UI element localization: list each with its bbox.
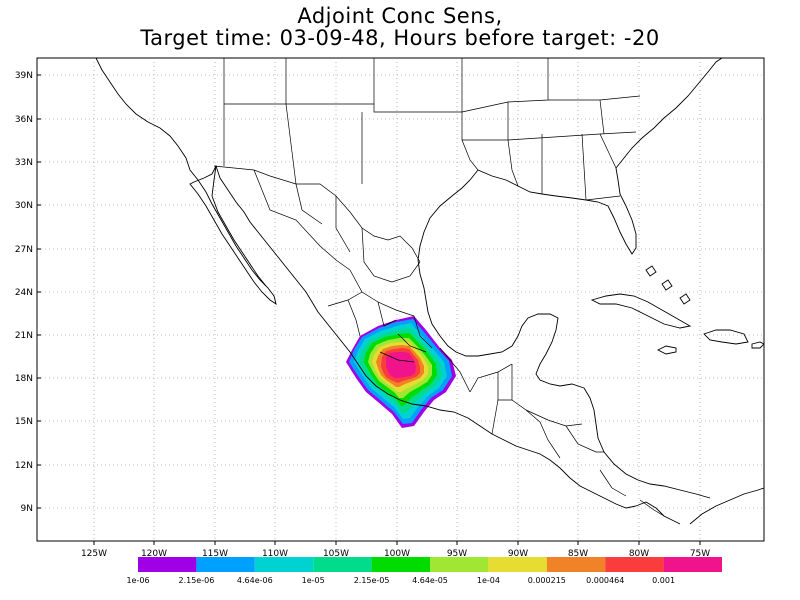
colorbar-label: 2.15e-06 — [178, 576, 214, 585]
sensitivity-plume — [346, 316, 456, 428]
colorbar-label: 0.001 — [652, 576, 675, 585]
lat-label: 15N — [15, 417, 33, 427]
colorbar-swatch — [371, 557, 430, 572]
lat-label: 21N — [15, 331, 33, 341]
colorbar-swatch — [138, 557, 197, 572]
lat-label: 24N — [15, 288, 33, 298]
colorbar-swatch — [488, 557, 547, 572]
political-borders — [213, 58, 665, 517]
lon-label: 95W — [447, 549, 467, 559]
colorbar-label: 0.000464 — [586, 576, 624, 585]
coastlines — [95, 58, 764, 525]
lat-tick-marks — [37, 74, 41, 509]
lat-label: 39N — [15, 71, 33, 81]
colorbar-label: 0.000215 — [528, 576, 566, 585]
lon-label: 110W — [262, 549, 288, 559]
lat-label: 30N — [15, 201, 33, 211]
colorbar — [138, 557, 722, 572]
lon-grid — [93, 58, 701, 541]
lat-tick-labels: 39N 36N 33N 30N 27N 24N 21N 18N 15N 12N … — [15, 71, 33, 514]
lon-label: 90W — [508, 549, 528, 559]
lat-label: 12N — [15, 461, 33, 471]
map-title-line-2: Target time: 03-09-48, Hours before targ… — [140, 26, 660, 50]
colorbar-swatch — [196, 557, 255, 572]
colorbar-label: 2.15e-05 — [354, 576, 390, 585]
colorbar-label: 1e-04 — [477, 576, 500, 585]
colorbar-swatch — [430, 557, 489, 572]
colorbar-labels: 1e-06 2.15e-06 4.64e-06 1e-05 2.15e-05 4… — [126, 576, 675, 585]
map-title-line-1: Adjoint Conc Sens, — [297, 4, 503, 28]
lon-label: 85W — [568, 549, 588, 559]
colorbar-label: 4.64e-05 — [412, 576, 448, 585]
lon-label: 100W — [384, 549, 410, 559]
colorbar-swatch — [254, 557, 314, 572]
colorbar-swatch — [546, 557, 606, 572]
lon-label: 115W — [202, 549, 228, 559]
lon-label: 75W — [690, 549, 710, 559]
lat-label: 18N — [15, 374, 33, 384]
colorbar-label: 1e-06 — [126, 576, 149, 585]
lon-tick-marks — [93, 541, 701, 545]
lon-label: 105W — [323, 549, 349, 559]
colorbar-swatch — [663, 557, 722, 572]
map-frame — [36, 57, 765, 542]
lat-label: 27N — [15, 245, 33, 255]
lon-label: 120W — [141, 549, 167, 559]
lon-label: 125W — [81, 549, 107, 559]
colorbar-swatch — [313, 557, 372, 572]
lon-label: 80W — [629, 549, 649, 559]
lon-tick-labels: 125W 120W 115W 110W 105W 100W 95W 90W 85… — [81, 549, 710, 559]
colorbar-label: 1e-05 — [302, 576, 325, 585]
lat-label: 33N — [15, 158, 33, 168]
lat-label: 36N — [15, 115, 33, 125]
colorbar-label: 4.64e-06 — [237, 576, 273, 585]
lat-label: 9N — [21, 504, 33, 514]
colorbar-swatch — [605, 557, 664, 572]
